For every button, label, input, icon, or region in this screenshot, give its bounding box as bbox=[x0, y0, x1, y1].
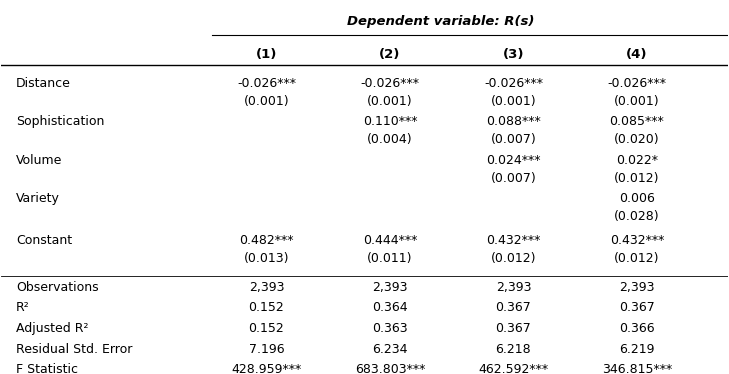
Text: 2,393: 2,393 bbox=[373, 280, 408, 294]
Text: -0.026***: -0.026*** bbox=[484, 77, 543, 90]
Text: (0.001): (0.001) bbox=[614, 95, 660, 108]
Text: (0.011): (0.011) bbox=[367, 252, 413, 265]
Text: 0.482***: 0.482*** bbox=[239, 234, 294, 247]
Text: 2,393: 2,393 bbox=[496, 280, 531, 294]
Text: (1): (1) bbox=[256, 48, 277, 61]
Text: -0.026***: -0.026*** bbox=[360, 77, 419, 90]
Text: 346.815***: 346.815*** bbox=[601, 364, 672, 374]
Text: 0.363: 0.363 bbox=[372, 322, 408, 335]
Text: R²: R² bbox=[16, 301, 30, 314]
Text: (0.001): (0.001) bbox=[367, 95, 413, 108]
Text: 0.366: 0.366 bbox=[619, 322, 655, 335]
Text: Distance: Distance bbox=[16, 77, 71, 90]
Text: (0.012): (0.012) bbox=[614, 252, 660, 265]
Text: (0.028): (0.028) bbox=[614, 210, 660, 223]
Text: Sophistication: Sophistication bbox=[16, 115, 104, 128]
Text: (0.013): (0.013) bbox=[243, 252, 289, 265]
Text: 6.234: 6.234 bbox=[373, 343, 408, 356]
Text: 0.085***: 0.085*** bbox=[609, 115, 664, 128]
Text: 7.196: 7.196 bbox=[249, 343, 284, 356]
Text: 0.152: 0.152 bbox=[249, 322, 284, 335]
Text: (4): (4) bbox=[626, 48, 647, 61]
Text: (0.007): (0.007) bbox=[491, 172, 537, 185]
Text: 0.088***: 0.088*** bbox=[486, 115, 541, 128]
Text: 462.592***: 462.592*** bbox=[478, 364, 548, 374]
Text: 0.006: 0.006 bbox=[619, 192, 655, 205]
Text: Adjusted R²: Adjusted R² bbox=[16, 322, 88, 335]
Text: 0.432***: 0.432*** bbox=[609, 234, 664, 247]
Text: Residual Std. Error: Residual Std. Error bbox=[16, 343, 132, 356]
Text: (2): (2) bbox=[379, 48, 401, 61]
Text: 428.959***: 428.959*** bbox=[231, 364, 302, 374]
Text: Constant: Constant bbox=[16, 234, 72, 247]
Text: 2,393: 2,393 bbox=[619, 280, 655, 294]
Text: (0.020): (0.020) bbox=[614, 134, 660, 147]
Text: (0.001): (0.001) bbox=[491, 95, 537, 108]
Text: F Statistic: F Statistic bbox=[16, 364, 78, 374]
Text: Variety: Variety bbox=[16, 192, 60, 205]
Text: 0.364: 0.364 bbox=[372, 301, 408, 314]
Text: (3): (3) bbox=[502, 48, 524, 61]
Text: 6.218: 6.218 bbox=[496, 343, 531, 356]
Text: (0.007): (0.007) bbox=[491, 134, 537, 147]
Text: -0.026***: -0.026*** bbox=[237, 77, 296, 90]
Text: 0.022*: 0.022* bbox=[616, 153, 658, 166]
Text: 6.219: 6.219 bbox=[619, 343, 655, 356]
Text: (0.012): (0.012) bbox=[491, 252, 536, 265]
Text: 0.110***: 0.110*** bbox=[362, 115, 417, 128]
Text: (0.001): (0.001) bbox=[243, 95, 289, 108]
Text: 0.432***: 0.432*** bbox=[486, 234, 541, 247]
Text: 0.024***: 0.024*** bbox=[486, 153, 541, 166]
Text: Observations: Observations bbox=[16, 280, 98, 294]
Text: 2,393: 2,393 bbox=[249, 280, 284, 294]
Text: 0.367: 0.367 bbox=[496, 301, 531, 314]
Text: 0.367: 0.367 bbox=[496, 322, 531, 335]
Text: (0.004): (0.004) bbox=[367, 134, 413, 147]
Text: -0.026***: -0.026*** bbox=[607, 77, 666, 90]
Text: Volume: Volume bbox=[16, 153, 62, 166]
Text: 0.367: 0.367 bbox=[619, 301, 655, 314]
Text: 683.803***: 683.803*** bbox=[355, 364, 425, 374]
Text: Dependent variable: R(s): Dependent variable: R(s) bbox=[347, 15, 534, 28]
Text: (0.012): (0.012) bbox=[614, 172, 660, 185]
Text: 0.152: 0.152 bbox=[249, 301, 284, 314]
Text: 0.444***: 0.444*** bbox=[363, 234, 417, 247]
